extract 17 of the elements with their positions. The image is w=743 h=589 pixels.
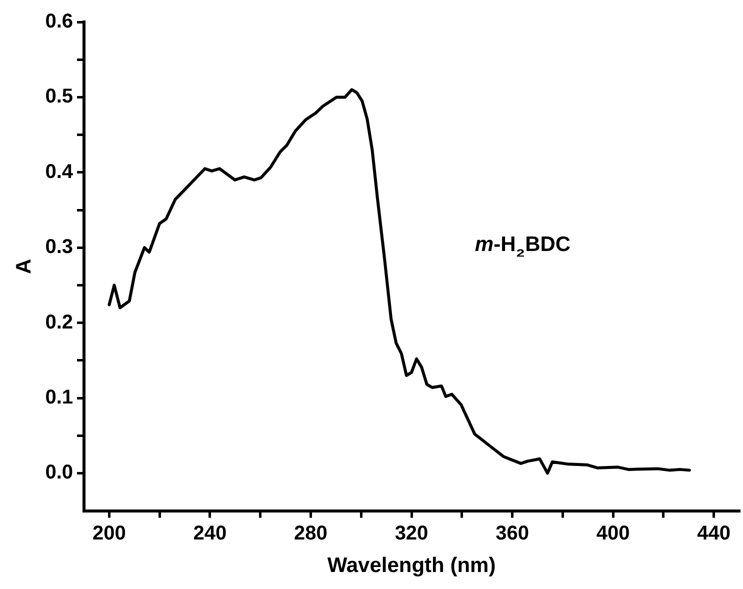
x-tick-label: 280 — [294, 522, 328, 544]
y-tick-label: 0.1 — [45, 386, 74, 409]
y-tick-label: 0.5 — [45, 86, 74, 108]
x-tick-label: 360 — [496, 522, 529, 544]
y-tick-label: 0.2 — [45, 311, 74, 334]
x-tick-label: 200 — [92, 522, 126, 544]
x-tick-label: 320 — [394, 522, 428, 544]
y-tick-label: 0.6 — [45, 10, 74, 33]
x-tick-label: 240 — [193, 522, 227, 544]
y-tick-label: 0.3 — [45, 236, 74, 258]
y-tick-label: 0.0 — [45, 462, 74, 484]
y-tick-label: 0.4 — [45, 160, 74, 183]
x-tick-label: 400 — [596, 522, 630, 544]
y-axis-title: A — [12, 258, 36, 274]
x-tick-label: 440 — [697, 522, 730, 544]
x-axis-title: Wavelength (nm) — [327, 554, 496, 578]
annotation: m-H₂BDC — [474, 233, 571, 262]
